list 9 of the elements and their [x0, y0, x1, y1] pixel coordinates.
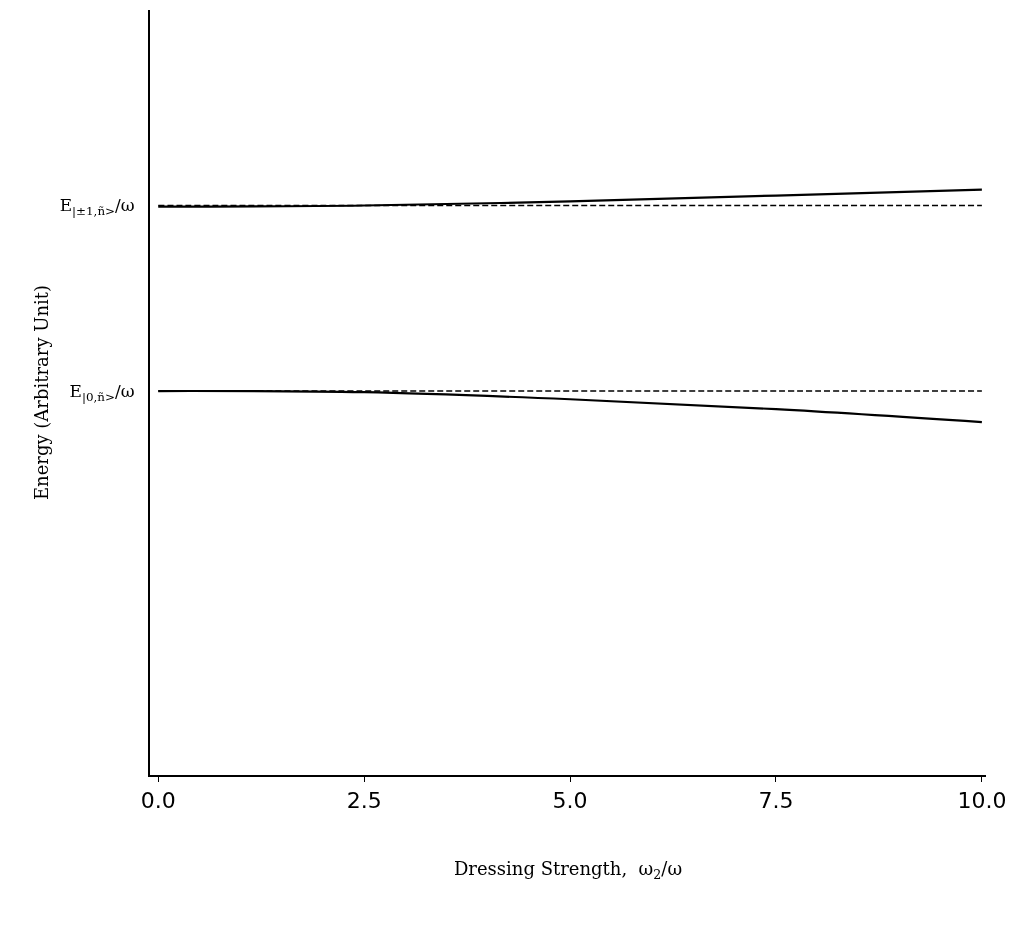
x-tick-label: 5.0 — [552, 788, 588, 814]
text: E$_{|0,ñ>}$/ω — [69, 380, 135, 404]
x-tick-label: 2.5 — [346, 788, 382, 814]
text: E$_{|±1,ñ>}$/ω — [59, 195, 135, 219]
x-axis-title: Dressing Strength, ω$_{2}$/ω — [453, 858, 683, 882]
x-tick-label: 7.5 — [758, 788, 794, 814]
x-tick-label: 0.0 — [140, 788, 176, 814]
y-axis-title: Energy (Arbitrary Unit) — [31, 284, 53, 501]
x-tick-label: 10.0 — [957, 788, 1007, 814]
